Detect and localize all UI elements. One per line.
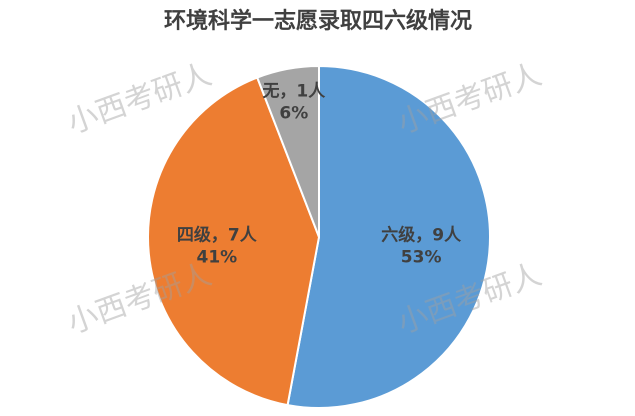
pie-slice xyxy=(255,64,320,238)
slice-label: 六级，9人 xyxy=(381,224,462,245)
slice-percent: 41% xyxy=(196,247,237,267)
watermark: 小西考研人 xyxy=(393,57,546,141)
slice-label: 四级，7人 xyxy=(177,224,258,245)
slice-percent: 53% xyxy=(401,247,442,267)
slice-percent: 6% xyxy=(279,104,308,124)
slice-label: 无，1人 xyxy=(261,82,326,102)
chart-title: 环境科学一志愿录取四六级情况 xyxy=(164,8,472,34)
pie-slice xyxy=(286,64,492,409)
pie-slice xyxy=(147,76,321,407)
